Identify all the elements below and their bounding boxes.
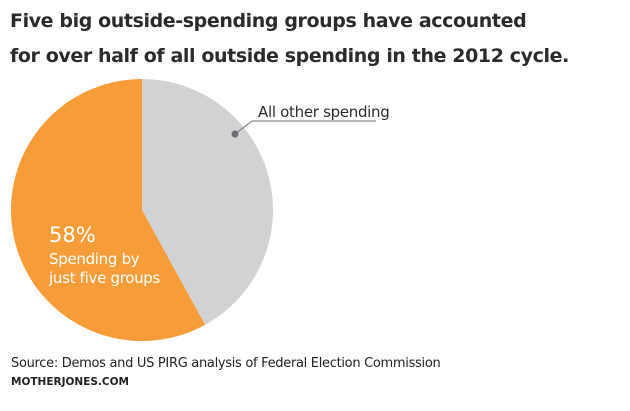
credit-label: MOTHERJONES.COM [11, 376, 130, 388]
pie-slice-all-other-spending [142, 79, 273, 325]
callout-leader-line [234, 120, 253, 135]
source-note: Source: Demos and US PIRG analysis of Fe… [11, 356, 441, 371]
chart-title-line-1: Five big outside-spending groups have ac… [10, 10, 527, 32]
slice-label-five-groups-line-1: Spending by [49, 250, 140, 268]
pie-slice-five-groups [10, 79, 206, 341]
callout-dot [231, 130, 239, 138]
chart-title-line-2: for over half of all outside spending in… [10, 45, 569, 67]
slice-label-five-groups-line-2: just five groups [48, 269, 161, 287]
slice-label-all-other-spending: All other spending [258, 103, 389, 121]
slice-percent-five-groups: 58% [49, 223, 96, 247]
